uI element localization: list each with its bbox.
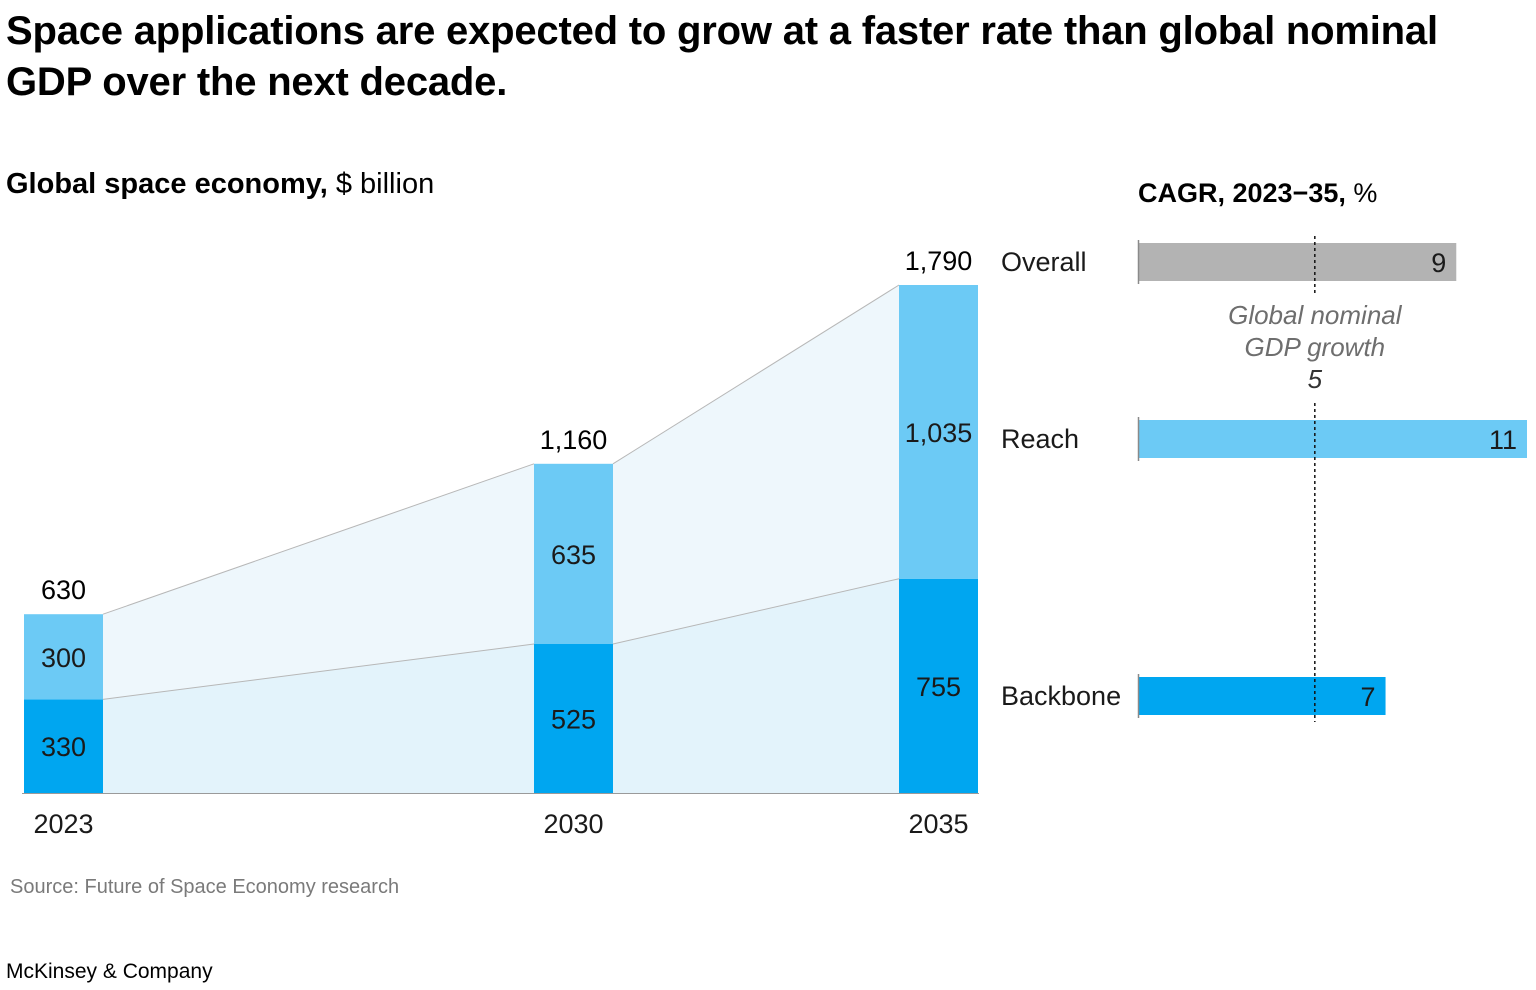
reach-connector-band xyxy=(103,463,534,700)
backbone-bar xyxy=(534,644,613,793)
backbone-value-label: 525 xyxy=(551,705,596,735)
cagr-bar xyxy=(1138,677,1386,715)
cagr-bar xyxy=(1138,420,1527,458)
reach-value-label: 1,035 xyxy=(905,418,973,448)
reach-connector-band xyxy=(613,285,899,645)
total-value-label: 1,790 xyxy=(905,246,973,276)
backbone-connector-line xyxy=(102,643,535,700)
backbone-connector-band xyxy=(103,644,534,793)
backbone-value-label: 755 xyxy=(916,672,961,702)
cagr-chart-title-unit: % xyxy=(1345,178,1378,208)
cagr-chart-title: CAGR, 2023−35, % xyxy=(1138,176,1377,210)
total-value-label: 1,160 xyxy=(540,425,608,455)
backbone-connector-band xyxy=(613,578,899,793)
cagr-value-label: 11 xyxy=(1489,425,1517,455)
cagr-category-label: Backbone xyxy=(1001,681,1121,711)
cagr-value-label: 9 xyxy=(1431,248,1446,278)
reach-bar xyxy=(899,285,978,579)
gdp-reference-label: Global nominal xyxy=(1228,300,1403,330)
cagr-category-label: Reach xyxy=(1001,424,1079,454)
x-axis-year-label: 2035 xyxy=(908,809,968,839)
reach-value-label: 300 xyxy=(41,643,86,673)
reach-bar xyxy=(534,463,613,645)
stacked-chart-title-bold: Global space economy, xyxy=(6,168,328,200)
cagr-category-label: Overall xyxy=(1001,247,1087,277)
brand-name: McKinsey & Company xyxy=(6,960,213,983)
gdp-reference-value: 5 xyxy=(1308,364,1323,394)
chart-headline: Space applications are expected to grow … xyxy=(6,9,1438,104)
backbone-value-label: 330 xyxy=(41,732,86,762)
x-axis-year-label: 2030 xyxy=(543,809,603,839)
stacked-chart-title: Global space economy, $ billion xyxy=(6,166,434,202)
cagr-value-label: 7 xyxy=(1361,682,1376,712)
reach-value-label: 635 xyxy=(551,540,596,570)
total-value-label: 630 xyxy=(41,575,86,605)
total-connector-line xyxy=(102,463,535,615)
total-connector-line xyxy=(612,284,900,465)
x-axis-year-label: 2023 xyxy=(33,809,93,839)
reach-bar xyxy=(24,614,103,700)
stacked-chart-title-unit: $ billion xyxy=(327,168,435,200)
backbone-bar xyxy=(24,699,103,793)
cagr-bar xyxy=(1138,243,1457,281)
cagr-chart-title-bold: CAGR, 2023−35, xyxy=(1138,178,1346,208)
gdp-reference-label: GDP growth xyxy=(1244,332,1385,362)
source-note: Source: Future of Space Economy research xyxy=(10,876,400,898)
backbone-connector-line xyxy=(612,578,900,645)
backbone-bar xyxy=(899,578,978,793)
